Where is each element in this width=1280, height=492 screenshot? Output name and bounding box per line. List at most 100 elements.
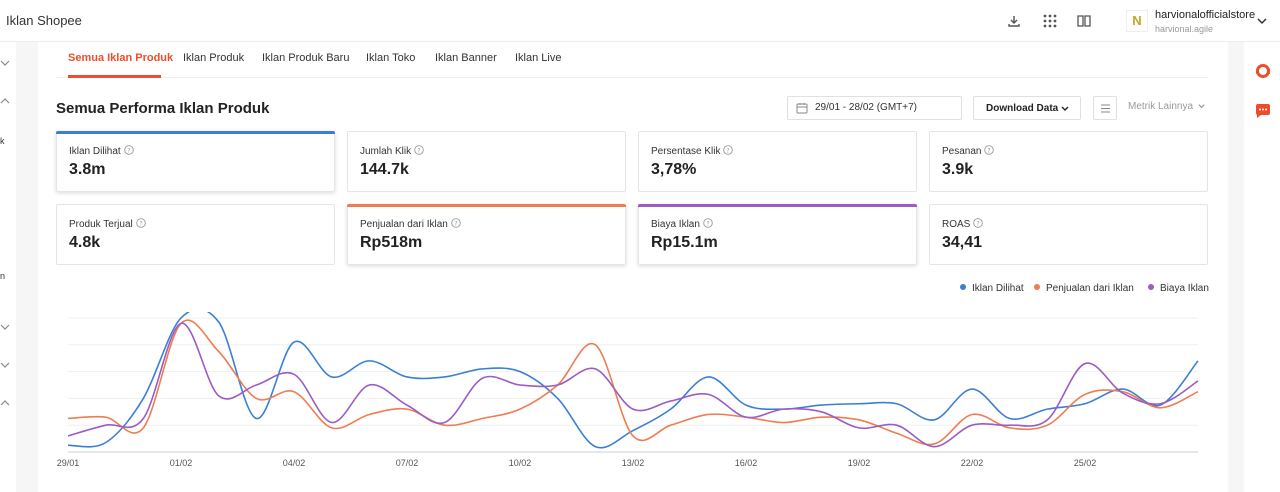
- x-tick-label: 19/02: [848, 458, 871, 468]
- help-icon[interactable]: ?: [123, 145, 134, 155]
- download-data-button[interactable]: Download Data: [973, 96, 1081, 120]
- chevron-down-icon[interactable]: [0, 360, 10, 370]
- metric-label: Jumlah Klik?: [360, 145, 424, 157]
- support-agent-icon[interactable]: [1254, 62, 1272, 80]
- x-tick-label: 07/02: [396, 458, 419, 468]
- metric-selected-bar: [638, 204, 917, 207]
- chevron-down-icon[interactable]: [0, 322, 10, 332]
- help-icon[interactable]: ?: [135, 218, 146, 228]
- store-name[interactable]: harvionalofficialstore: [1155, 9, 1256, 21]
- book-icon[interactable]: [1076, 13, 1092, 29]
- legend-dot: [960, 284, 966, 290]
- metric-label: Persentase Klik?: [651, 145, 734, 157]
- store-avatar[interactable]: N: [1126, 10, 1148, 32]
- help-icon[interactable]: ?: [973, 218, 984, 228]
- help-icon[interactable]: ?: [984, 145, 995, 155]
- legend-dot: [1148, 284, 1154, 290]
- download-icon[interactable]: [1006, 13, 1022, 29]
- chevron-down-icon: [1061, 106, 1069, 111]
- active-tab-indicator: [68, 75, 161, 78]
- legend-label: Iklan Dilihat: [972, 283, 1024, 294]
- date-range-picker[interactable]: 29/01 - 28/02 (GMT+7): [787, 96, 962, 120]
- metric-label: Biaya Iklan?: [651, 218, 713, 230]
- sidebar-item-label[interactable]: n: [0, 271, 6, 281]
- chevron-up-icon[interactable]: [0, 96, 10, 106]
- ads-performance-card: Semua Iklan Produk Iklan Produk Iklan Pr…: [38, 42, 1228, 492]
- svg-text:?: ?: [706, 219, 709, 227]
- series-line-iklan-dilihat: [67, 312, 1199, 449]
- metric-label: Iklan Dilihat?: [69, 145, 134, 157]
- x-tick-label: 10/02: [509, 458, 532, 468]
- help-icon[interactable]: ?: [703, 218, 713, 228]
- legend-label: Biaya Iklan: [1160, 283, 1209, 294]
- svg-text:?: ?: [417, 146, 420, 154]
- chevron-up-icon[interactable]: [0, 398, 10, 408]
- series-line-penjualan-dari-iklan: [67, 319, 1199, 446]
- svg-text:?: ?: [988, 146, 991, 154]
- list-view-button[interactable]: [1093, 96, 1117, 120]
- x-tick-label: 04/02: [283, 458, 306, 468]
- performance-line-chart: 29/01 01/02 04/02 07/02 10/02 13/02 16/02 19/02…: [57, 312, 1199, 468]
- help-icon[interactable]: ?: [414, 145, 424, 155]
- metric-card-persentase-klik[interactable]: Persentase Klik? 3,78%: [638, 131, 917, 192]
- metric-label: Pesanan?: [942, 145, 995, 157]
- metric-label: Penjualan dari Iklan?: [360, 218, 461, 230]
- metric-card-jumlah-klik[interactable]: Jumlah Klik? 144.7k: [347, 131, 626, 192]
- tab-iklan-produk-baru[interactable]: Iklan Produk Baru: [262, 52, 350, 64]
- legend-label: Penjualan dari Iklan: [1046, 283, 1134, 294]
- metric-label: ROAS?: [942, 218, 984, 230]
- tab-iklan-toko[interactable]: Iklan Toko: [366, 52, 416, 64]
- legend-item-biaya-iklan[interactable]: Biaya Iklan: [1148, 283, 1209, 294]
- metric-label: Produk Terjual?: [69, 218, 146, 230]
- metric-card-iklan-dilihat[interactable]: Iklan Dilihat? 3.8m: [56, 131, 335, 192]
- chevron-down-icon[interactable]: [1256, 15, 1268, 27]
- metric-card-produk-terjual[interactable]: Produk Terjual? 4.8k: [56, 204, 335, 265]
- apps-grid-icon[interactable]: [1042, 13, 1058, 29]
- svg-text:?: ?: [454, 219, 457, 227]
- store-username: harvional.agile: [1155, 24, 1214, 34]
- metric-selected-bar: [56, 131, 335, 134]
- sidebar-item-label[interactable]: k: [0, 136, 5, 146]
- more-metrics-label: Metrik Lainnya: [1128, 101, 1194, 112]
- chevron-down-icon: [1198, 104, 1205, 109]
- x-tick-label: 22/02: [961, 458, 984, 468]
- help-icon[interactable]: ?: [451, 218, 461, 228]
- metric-card-biaya-iklan[interactable]: Biaya Iklan? Rp15.1m: [638, 204, 917, 265]
- section-title: Semua Performa Iklan Produk: [56, 100, 270, 117]
- tab-iklan-live[interactable]: Iklan Live: [515, 52, 562, 64]
- tab-semua-iklan-produk[interactable]: Semua Iklan Produk: [68, 52, 174, 64]
- x-tick-label: 13/02: [622, 458, 645, 468]
- metric-value: 4.8k: [69, 234, 101, 251]
- legend-item-iklan-dilihat[interactable]: Iklan Dilihat: [960, 283, 1024, 294]
- metric-value: 3,78%: [651, 161, 697, 178]
- tab-iklan-banner[interactable]: Iklan Banner: [435, 52, 497, 64]
- list-icon: [1101, 104, 1110, 113]
- more-metrics-dropdown[interactable]: Metrik Lainnya: [1128, 101, 1206, 112]
- date-range-value: 29/01 - 28/02 (GMT+7): [815, 102, 917, 113]
- x-tick-label: 01/02: [170, 458, 193, 468]
- metric-card-penjualan-dari-iklan[interactable]: Penjualan dari Iklan? Rp518m: [347, 204, 626, 265]
- chevron-down-icon[interactable]: [0, 58, 10, 68]
- legend-dot: [1034, 284, 1040, 290]
- metric-value: Rp518m: [360, 234, 423, 251]
- metric-value: 34,41: [942, 234, 983, 251]
- top-bar: Iklan Shopee N harvionalofficialstore ha…: [0, 0, 1280, 42]
- svg-text:?: ?: [977, 219, 980, 227]
- ads-tabs: Semua Iklan Produk Iklan Produk Iklan Pr…: [56, 42, 1208, 78]
- metric-card-pesanan[interactable]: Pesanan? 3.9k: [929, 131, 1208, 192]
- help-icon[interactable]: ?: [723, 145, 734, 155]
- metric-value: Rp15.1m: [651, 234, 718, 251]
- x-tick-label: 25/02: [1074, 458, 1097, 468]
- metric-card-roas[interactable]: ROAS? 34,41: [929, 204, 1208, 265]
- x-tick-label: 29/01: [57, 458, 80, 468]
- metric-value: 3.8m: [69, 161, 106, 178]
- tab-iklan-produk[interactable]: Iklan Produk: [183, 52, 245, 64]
- legend-item-penjualan-dari-iklan[interactable]: Penjualan dari Iklan: [1034, 283, 1134, 294]
- metric-value: 3.9k: [942, 161, 974, 178]
- calendar-icon: [796, 103, 808, 114]
- app-title: Iklan Shopee: [6, 13, 82, 28]
- svg-text:?: ?: [139, 219, 142, 227]
- svg-text:?: ?: [727, 146, 730, 154]
- chat-icon[interactable]: [1254, 102, 1272, 120]
- x-tick-label: 16/02: [735, 458, 758, 468]
